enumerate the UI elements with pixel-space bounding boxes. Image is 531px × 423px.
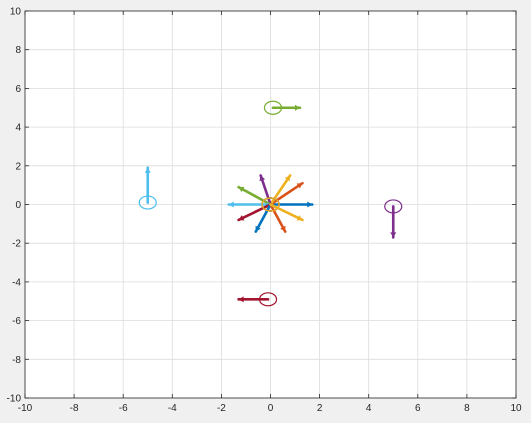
y-tick-label: 4 xyxy=(15,123,21,134)
x-tick-label: 2 xyxy=(317,403,323,414)
heading-arrow xyxy=(237,203,272,222)
arrow-head xyxy=(144,167,151,173)
x-tick-label: 6 xyxy=(415,403,421,414)
x-tick-label: -2 xyxy=(217,403,226,414)
x-tick-label: -8 xyxy=(70,403,79,414)
y-tick-label: 2 xyxy=(15,161,21,172)
heading-arrow xyxy=(254,203,272,233)
y-tick-label: -6 xyxy=(12,316,21,327)
arrow-head xyxy=(228,201,234,208)
x-tick-label: -6 xyxy=(119,403,128,414)
arrow-head xyxy=(294,104,300,111)
heading-arrow xyxy=(269,181,304,206)
arrow-head xyxy=(238,186,245,193)
robot-marker xyxy=(237,292,278,307)
robot-marker xyxy=(384,199,403,239)
arrow-head xyxy=(238,215,245,221)
y-tick-label: 10 xyxy=(10,7,22,18)
y-tick-label: -2 xyxy=(12,239,21,250)
heading-arrow xyxy=(237,185,272,206)
y-tick-label: 0 xyxy=(15,200,21,211)
arrow-head xyxy=(255,225,261,232)
heading-arrow xyxy=(269,203,287,233)
robot-marker xyxy=(138,166,157,210)
y-tick-label: -8 xyxy=(12,355,21,366)
arrow-head xyxy=(390,232,397,238)
heading-arrow xyxy=(269,174,292,206)
robot-marker xyxy=(263,100,302,115)
arrow-head xyxy=(280,225,286,232)
y-tick-label: 8 xyxy=(15,45,21,56)
arrow-head xyxy=(284,175,291,182)
y-tick-label: 6 xyxy=(15,84,21,95)
y-tick-labels: -10 -8 -6 -4 -2 0 2 4 6 8 10 xyxy=(7,7,22,405)
markers xyxy=(138,100,403,307)
x-tick-labels: -10 -8 -6 -4 -2 0 2 4 6 8 10 xyxy=(18,403,522,414)
x-tick-label: 8 xyxy=(464,403,470,414)
arrow-head xyxy=(259,175,266,182)
x-tick-label: 0 xyxy=(268,403,274,414)
arrow-head xyxy=(296,183,303,189)
y-tick-label: -10 xyxy=(7,394,22,405)
heading-arrow xyxy=(269,203,304,222)
arrow-head xyxy=(238,296,244,303)
x-tick-label: 4 xyxy=(366,403,372,414)
arrow-head xyxy=(296,215,303,221)
robot-body xyxy=(261,197,280,212)
y-tick-label: -4 xyxy=(12,277,21,288)
x-tick-label: 10 xyxy=(510,403,522,414)
heading-arrow xyxy=(259,174,272,206)
x-tick-label: -4 xyxy=(168,403,177,414)
arrow-head xyxy=(307,201,313,208)
x-tick-label: -10 xyxy=(18,403,33,414)
ticks xyxy=(24,10,517,399)
robot-marker xyxy=(261,197,304,222)
